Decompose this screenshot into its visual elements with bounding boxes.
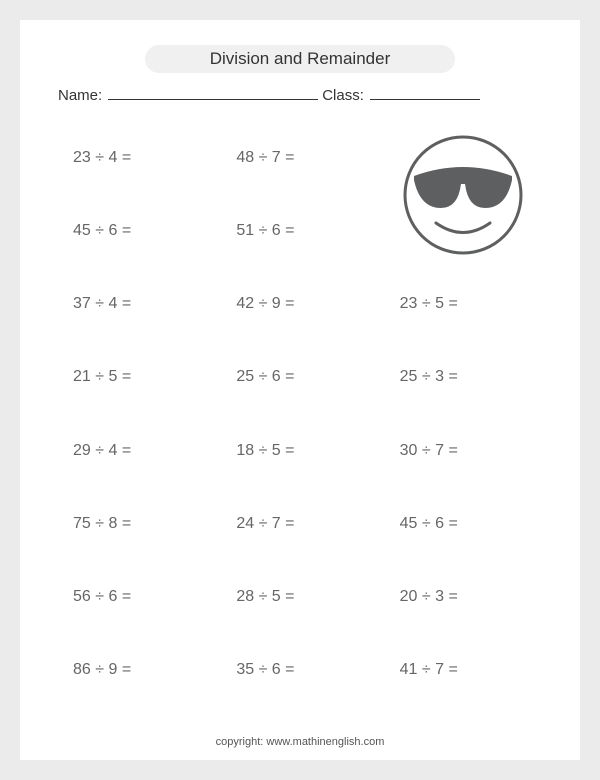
name-input-line[interactable] <box>108 83 318 100</box>
problem-cell: 20 ÷ 3 = <box>382 560 545 633</box>
problem-cell: 18 ÷ 5 = <box>218 414 381 487</box>
worksheet-page: Division and Remainder Name: Class: 23 ÷… <box>20 20 580 760</box>
sunglasses-smiley-icon <box>398 130 528 260</box>
copyright-footer: copyright: www.mathinenglish.com <box>20 736 580 748</box>
problem-cell: 25 ÷ 6 = <box>218 341 381 414</box>
problem-cell: 41 ÷ 7 = <box>382 633 545 706</box>
problem-cell: 30 ÷ 7 = <box>382 414 545 487</box>
problem-cell: 35 ÷ 6 = <box>218 633 381 706</box>
worksheet-title: Division and Remainder <box>210 49 390 69</box>
smiley-cell <box>382 122 545 268</box>
title-pill: Division and Remainder <box>145 45 455 73</box>
problem-cell: 86 ÷ 9 = <box>55 633 218 706</box>
problem-cell: 48 ÷ 7 = <box>218 122 381 195</box>
problem-cell: 45 ÷ 6 = <box>382 487 545 560</box>
problems-grid: 23 ÷ 4 = 48 ÷ 7 = 45 ÷ 6 = 51 ÷ 6 = 37 ÷… <box>50 122 550 707</box>
problem-cell: 56 ÷ 6 = <box>55 560 218 633</box>
problem-cell: 21 ÷ 5 = <box>55 341 218 414</box>
name-label: Name: <box>58 87 102 104</box>
problem-cell: 28 ÷ 5 = <box>218 560 381 633</box>
problem-cell: 23 ÷ 5 = <box>382 268 545 341</box>
problem-cell: 51 ÷ 6 = <box>218 195 381 268</box>
problem-cell: 29 ÷ 4 = <box>55 414 218 487</box>
class-input-line[interactable] <box>370 83 480 100</box>
problem-cell: 23 ÷ 4 = <box>55 122 218 195</box>
problem-cell: 24 ÷ 7 = <box>218 487 381 560</box>
problem-cell: 75 ÷ 8 = <box>55 487 218 560</box>
problem-cell: 42 ÷ 9 = <box>218 268 381 341</box>
student-info-row: Name: Class: <box>50 83 550 104</box>
problem-cell: 45 ÷ 6 = <box>55 195 218 268</box>
problem-cell: 25 ÷ 3 = <box>382 341 545 414</box>
class-label: Class: <box>322 87 364 104</box>
problem-cell: 37 ÷ 4 = <box>55 268 218 341</box>
